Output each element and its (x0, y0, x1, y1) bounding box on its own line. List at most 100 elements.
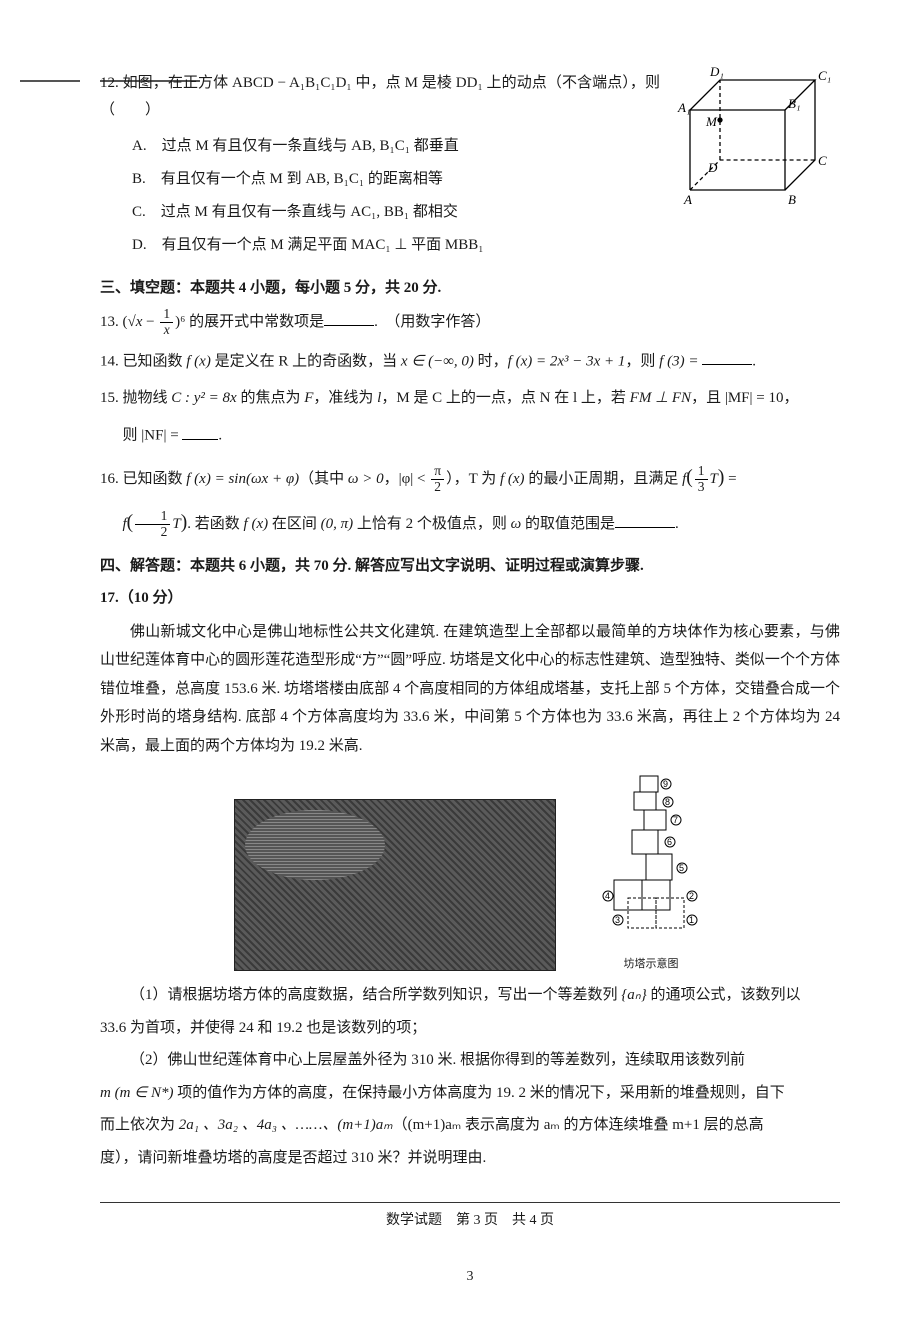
svg-text:8: 8 (665, 797, 670, 807)
q16-pi2d: 2 (431, 480, 444, 495)
q12-opt-a: A. 过点 M 有且仅有一条直线与 AB, B₁C₁ 都垂直 (132, 130, 660, 163)
q16-mid4: 的最小正周期，且满足 (525, 471, 683, 487)
label-C1: C₁ (818, 68, 831, 83)
label-C: C (818, 153, 827, 168)
q16-fx3: f (x) (244, 516, 269, 532)
label-A: A (683, 192, 692, 207)
q16-mid6: 在区间 (268, 516, 321, 532)
exam-page: 12. 如图，在正方体 ABCD − A₁B₁C₁D₁ 中，点 M 是棱 DD₁… (0, 0, 920, 1325)
q17-sub2-line2: 而上依次为 2a₁ 、3a₂ 、4a₃ 、……、(m+1)aₘ（(m+1)aₘ … (100, 1111, 840, 1140)
svg-text:6: 6 (667, 837, 672, 847)
q16-f12n: 1 (135, 509, 170, 525)
q14-xin: x ∈ (−∞, 0) (401, 353, 474, 369)
section-4-title: 四、解答题：本题共 6 小题，共 70 分. 解答应写出文字说明、证明过程或演算… (100, 554, 840, 575)
q15-mf: |MF| = 10 (725, 390, 784, 406)
q17-m: m (m ∈ N*) (100, 1085, 173, 1101)
question-16-line2: f(12T). 若函数 f (x) 在区间 (0, π) 上恰有 2 个极值点，… (100, 505, 840, 540)
tower-diagram: 9 8 7 6 5 4 3 2 1 (596, 770, 706, 950)
q16-suffix: . (675, 516, 679, 532)
q13-prefix: 13. (√ (100, 314, 136, 330)
svg-text:3: 3 (615, 915, 620, 925)
q17-s1-mid: 的通项公式，该数列以 (647, 987, 801, 1003)
q16-blank (615, 510, 675, 528)
q16-mid1: （其中 (299, 471, 348, 487)
q14-fx: f (x) (186, 353, 211, 369)
label-B1: B₁ (788, 96, 800, 111)
q12-opt-d: D. 有且仅有一个点 M 满足平面 MAC₁ ⊥ 平面 MBB₁ (132, 229, 660, 262)
label-B: B (788, 192, 796, 207)
q16-pre: 16. 已知函数 (100, 471, 186, 487)
q15-perp: FM ⊥ FN (630, 390, 691, 406)
label-A1: A₁ (677, 100, 690, 115)
tower-caption: 坊塔示意图 (596, 955, 706, 971)
scan-artifact (20, 80, 80, 82)
svg-text:2: 2 (689, 891, 694, 901)
q15-mid3: ，M 是 C 上的一点，点 N 在 l 上，若 (381, 390, 629, 406)
q16-eq: = (724, 471, 736, 487)
label-M: M (705, 114, 718, 129)
page-footer: 数学试题 第 3 页 共 4 页 (100, 1202, 840, 1229)
q13-num: 1 (160, 307, 173, 323)
q15-mid2: ，准线为 (313, 390, 377, 406)
q15-curve: C : y² = 8x (171, 390, 236, 406)
q17-an: {aₙ} (621, 987, 646, 1003)
svg-text:4: 4 (605, 891, 610, 901)
q14-pre: 14. 已知函数 (100, 353, 186, 369)
q15-pre: 15. 抛物线 (100, 390, 171, 406)
q16-fx: f (x) = sin(ωx + φ) (186, 471, 299, 487)
q16-f12d: 2 (135, 525, 170, 540)
svg-text:9: 9 (663, 779, 668, 789)
q16-int: (0, π) (321, 516, 354, 532)
q17-s1-pre: （1）请根据坊塔方体的高度数据，结合所学数列知识，写出一个等差数列 (130, 987, 621, 1003)
q16-mid2: ， (384, 471, 399, 487)
q16-mid7: 上恰有 2 个极值点，则 (353, 516, 511, 532)
q13-den: x (160, 323, 173, 338)
q15-suffix: . (218, 428, 222, 444)
q15-mid4: ，且 (691, 390, 725, 406)
q17-s2-l2pre: 而上依次为 (100, 1117, 179, 1133)
q14-suffix: . (752, 353, 756, 369)
question-15-line2: 则 |NF| = . (100, 422, 840, 450)
q17-sub1-line2: 33.6 为首项，并使得 24 和 19.2 也是该数列的项； (100, 1014, 840, 1043)
q16-f12T: T (172, 516, 180, 532)
svg-text:1: 1 (689, 915, 694, 925)
page-number: 3 (100, 1269, 840, 1285)
q17-seq: 2a₁ 、3a₂ 、4a₃ 、……、(m+1)aₘ (179, 1117, 393, 1133)
q16-mid8: 的取值范围是 (521, 516, 615, 532)
question-13: 13. (√x − 1x)⁶ 的展开式中常数项是. （用数字作答） (100, 307, 840, 338)
cube-diagram: A B C D A₁ B₁ C₁ D₁ M (670, 60, 840, 210)
q17-sub2-line1b: m (m ∈ N*) 项的值作为方体的高度，在保持最小方体高度为 19. 2 米… (100, 1079, 840, 1108)
svg-text:7: 7 (673, 815, 678, 825)
q16-mid5: . 若函数 (187, 516, 243, 532)
svg-text:5: 5 (679, 863, 684, 873)
q16-mid3: ），T 为 (446, 471, 500, 487)
stadium-photo (234, 799, 556, 971)
tower-diagram-wrap: 9 8 7 6 5 4 3 2 1 坊塔示意图 (596, 770, 706, 971)
q12-stem: 12. 如图，在正方体 ABCD − A₁B₁C₁D₁ 中，点 M 是棱 DD₁… (100, 70, 660, 124)
question-15: 15. 抛物线 C : y² = 8x 的焦点为 F，准线为 l，M 是 C 上… (100, 385, 840, 412)
q16-w: ω > 0 (348, 471, 384, 487)
question-14: 14. 已知函数 f (x) 是定义在 R 上的奇函数，当 x ∈ (−∞, 0… (100, 348, 840, 376)
q15-l2-pre: 则 (123, 428, 142, 444)
q17-s2-pre: （2）佛山世纪莲体育中心上层屋盖外径为 310 米. 根据你得到的等差数列，连续… (130, 1052, 745, 1068)
q15-mid1: 的焦点为 (237, 390, 305, 406)
q15-F: F (304, 390, 313, 406)
q12-opt-c: C. 过点 M 有且仅有一条直线与 AC₁, BB₁ 都相交 (132, 196, 660, 229)
q14-fxeq: f (x) = 2x³ − 3x + 1 (508, 353, 626, 369)
q16-f13T: T (710, 471, 718, 487)
q14-blank (702, 348, 752, 366)
q15-comma: ， (784, 390, 799, 406)
q17-number: 17.（10 分） (100, 585, 840, 612)
label-D1: D₁ (709, 64, 724, 79)
q12-text: 12. 如图，在正方体 ABCD − A₁B₁C₁D₁ 中，点 M 是棱 DD₁… (100, 60, 660, 262)
q14-mid2: 时， (474, 353, 508, 369)
label-D: D (707, 160, 718, 175)
q13-blank (324, 308, 374, 326)
q14-mid3: ，则 (625, 353, 659, 369)
q15-blank (182, 422, 218, 440)
q16-fx2: f (x) (500, 471, 525, 487)
q17-sub2: （2）佛山世纪莲体育中心上层屋盖外径为 310 米. 根据你得到的等差数列，连续… (100, 1046, 840, 1075)
question-16: 16. 已知函数 f (x) = sin(ωx + φ)（其中 ω > 0，|φ… (100, 460, 840, 495)
q13-power: )⁶ 的展开式中常数项是 (175, 314, 324, 330)
question-12: 12. 如图，在正方体 ABCD − A₁B₁C₁D₁ 中，点 M 是棱 DD₁… (100, 60, 840, 262)
